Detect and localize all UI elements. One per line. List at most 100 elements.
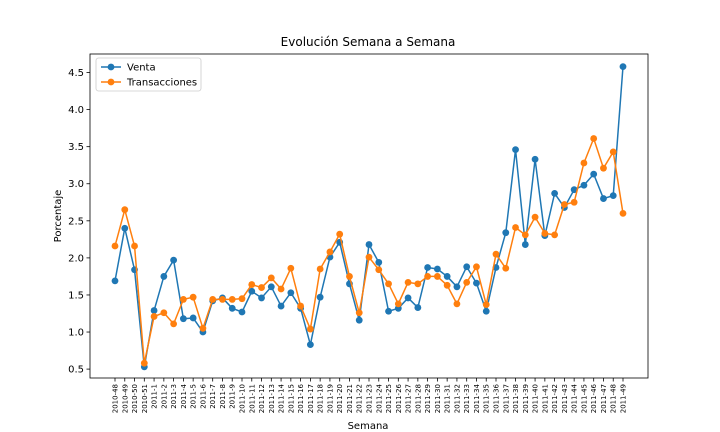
legend-label: Venta <box>127 63 156 74</box>
y-axis-label: Porcentaje <box>53 190 64 243</box>
series-1-point <box>238 308 246 316</box>
series-1-point <box>551 189 559 197</box>
series-1-point <box>248 287 256 295</box>
series-2-point <box>199 324 207 332</box>
series-2-point <box>570 198 578 206</box>
y-tick-label: 2.0 <box>68 253 84 264</box>
x-tick-label: 2011-7 <box>209 384 217 409</box>
series-2-point <box>326 248 334 256</box>
x-tick-label: 2011-39 <box>522 384 530 413</box>
series-1-point <box>433 265 441 273</box>
series-2-point <box>287 264 295 272</box>
series-1-point <box>463 263 471 271</box>
series-2-point <box>375 266 383 274</box>
x-tick-label: 2011-4 <box>180 383 188 408</box>
legend-swatch-marker <box>107 78 115 86</box>
x-tick-label: 2011-11 <box>248 384 256 413</box>
series-1-point <box>590 170 598 178</box>
x-tick-label: 2011-10 <box>239 384 247 413</box>
x-tick-label: 2011-41 <box>541 384 549 413</box>
series-2-point <box>609 148 617 156</box>
x-tick-label: 2011-29 <box>424 384 432 413</box>
series-1-point <box>443 273 451 280</box>
x-tick-label: 2011-25 <box>385 384 393 413</box>
y-tick-label: 1.5 <box>68 290 84 301</box>
series-2-point <box>600 164 607 172</box>
x-tick-label: 2011-36 <box>493 383 501 413</box>
series-2-point <box>424 273 432 280</box>
series-2-point <box>316 265 324 273</box>
x-tick-label: 2011-8 <box>219 384 227 409</box>
series-1-point <box>160 273 168 280</box>
series-2-point <box>531 213 539 221</box>
series-2-point <box>170 320 178 328</box>
series-1-point <box>580 181 588 189</box>
series-2-point <box>267 274 275 282</box>
x-tick-label: 2011-13 <box>268 384 276 413</box>
y-tick-label: 1.0 <box>68 328 84 339</box>
series-2-point <box>414 280 422 288</box>
series-2-point <box>355 309 363 317</box>
x-tick-label: 2011-43 <box>561 384 569 413</box>
series-1-point <box>287 289 295 297</box>
series-1-point <box>385 307 392 315</box>
series-1-point <box>502 229 510 237</box>
x-tick-label: 2011-42 <box>551 384 559 413</box>
series-1-point <box>179 315 187 323</box>
series-2-point <box>512 224 519 231</box>
series-1-point <box>306 341 314 349</box>
x-tick-label: 2011-9 <box>229 384 237 409</box>
x-tick-label: 2011-31 <box>444 384 452 413</box>
series-2-point <box>131 242 138 250</box>
series-2-point <box>385 280 392 288</box>
x-tick-label: 2011-15 <box>287 384 295 413</box>
series-1-point <box>404 294 412 302</box>
series-1-point <box>482 307 490 315</box>
y-tick-label: 0.5 <box>68 365 84 376</box>
x-tick-label: 2011-32 <box>453 384 461 413</box>
series-1-point <box>121 224 129 232</box>
series-1-point <box>453 283 461 291</box>
x-tick-label: 2011-17 <box>307 384 315 413</box>
x-tick-label: 2011-1 <box>151 384 159 409</box>
series-1-point <box>355 316 363 324</box>
x-tick-label: 2011-14 <box>278 383 286 413</box>
x-tick-label: 2011-22 <box>356 384 364 413</box>
series-1-point <box>111 277 119 285</box>
x-tick-label: 2011-19 <box>326 384 334 413</box>
legend-label: Transacciones <box>126 78 197 89</box>
x-tick-label: 2011-26 <box>395 383 403 413</box>
x-tick-label: 2011-23 <box>366 384 374 413</box>
y-tick-label: 3.0 <box>68 179 84 190</box>
series-1-point <box>189 314 197 322</box>
series-1-point <box>570 186 578 194</box>
series-2-point <box>482 301 490 308</box>
series-2-point <box>179 296 187 303</box>
series-2-point <box>502 264 510 272</box>
x-tick-label: 2011-5 <box>190 384 198 409</box>
y-tick-label: 4.0 <box>68 105 84 116</box>
series-line-2 <box>114 137 624 364</box>
series-2-point <box>248 281 256 288</box>
series-2-point <box>463 278 471 286</box>
series-2-point <box>443 281 451 289</box>
x-tick-label: 2011-37 <box>502 384 510 413</box>
series-2-point <box>277 285 285 293</box>
chart-title: Evolución Semana a Semana <box>281 35 456 49</box>
series-1-point <box>150 307 158 314</box>
series-1-point <box>267 283 275 291</box>
x-tick-label: 2010-49 <box>121 384 129 413</box>
x-tick-label: 2011-12 <box>258 384 266 413</box>
x-tick-label: 2010-50 <box>131 384 139 413</box>
series-2-point <box>297 302 305 310</box>
series-2-point <box>258 284 265 291</box>
x-tick-label: 2011-20 <box>336 384 344 413</box>
series-2-point <box>209 296 217 303</box>
series-2-point <box>404 278 412 286</box>
series-2-point <box>140 359 148 367</box>
series-1-point <box>277 302 285 310</box>
x-tick-label: 2011-16 <box>297 383 305 413</box>
series-1-point <box>365 241 373 248</box>
series-2-point <box>560 201 568 208</box>
